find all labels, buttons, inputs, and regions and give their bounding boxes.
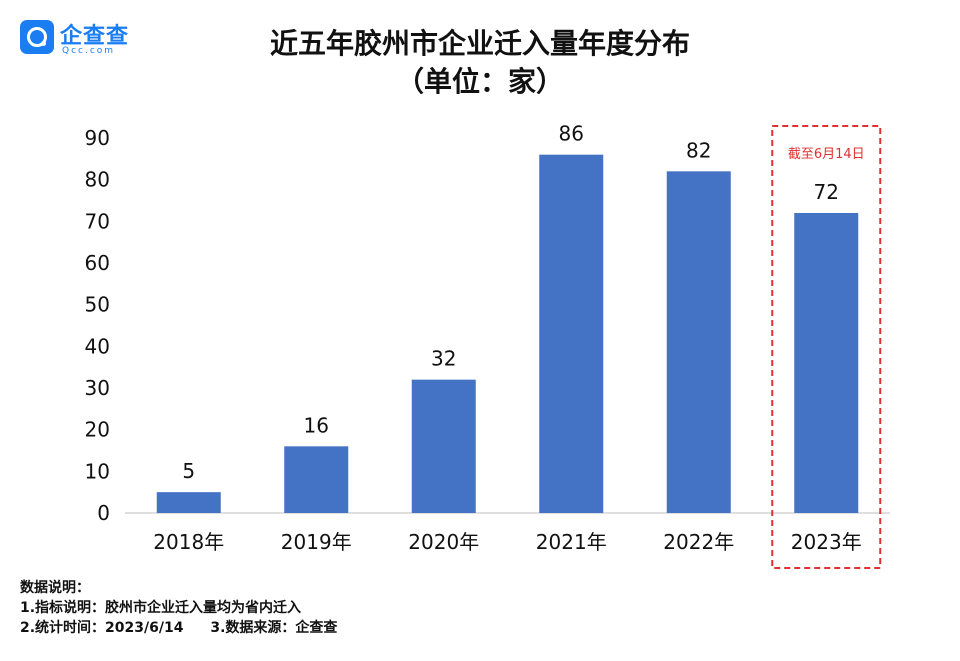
x-tick-label: 2018年	[153, 530, 224, 554]
bar	[539, 154, 604, 513]
data-label: 16	[304, 413, 329, 437]
y-tick-label: 20	[85, 418, 110, 442]
bar	[156, 492, 221, 513]
x-tick-label: 2021年	[536, 530, 607, 554]
annotation-label: 截至6月14日	[788, 147, 865, 162]
y-tick-label: 70	[85, 209, 110, 233]
logo-name: 企查查	[60, 24, 130, 49]
y-tick-label: 50	[85, 293, 110, 317]
y-tick-label: 60	[85, 251, 110, 275]
notes-heading: 数据说明：	[20, 580, 90, 596]
data-label: 5	[182, 459, 195, 483]
notes-stat-time: 2.统计时间：2023/6/14	[20, 620, 184, 636]
chart-title: 近五年胶州市企业迁入量年度分布	[269, 27, 690, 60]
chart-subtitle-unit: （单位：家）	[395, 65, 564, 98]
highlight-box	[771, 125, 882, 569]
y-tick-label: 90	[85, 126, 110, 150]
qcc-logo: 企查查 Qcc.com	[20, 20, 140, 60]
notes-line1: 1.指标说明：胶州市企业迁入量均为省内迁入	[20, 600, 302, 616]
notes-line2: 2.统计时间：2023/6/14 3.数据来源：企查查	[20, 618, 359, 638]
data-label: 82	[686, 138, 711, 162]
data-label: 32	[431, 347, 456, 371]
x-tick-label: 2020年	[408, 530, 479, 554]
data-label: 86	[559, 122, 584, 146]
y-tick-label: 80	[85, 168, 110, 192]
y-tick-label: 40	[85, 334, 110, 358]
y-tick-label: 30	[85, 376, 110, 400]
data-notes: 数据说明： 1.指标说明：胶州市企业迁入量均为省内迁入 2.统计时间：2023/…	[20, 578, 359, 638]
x-tick-label: 2019年	[281, 530, 352, 554]
x-tick-label: 2022年	[663, 530, 734, 554]
y-tick-label: 10	[85, 459, 110, 483]
logo-sub: Qcc.com	[62, 46, 116, 56]
data-label: 72	[814, 180, 839, 204]
bar	[794, 213, 859, 513]
bar	[411, 379, 476, 513]
notes-source: 3.数据来源：企查查	[210, 620, 338, 636]
x-tick-label: 2023年	[791, 530, 862, 554]
qcc-logo-icon	[20, 20, 54, 54]
y-tick-label: 0	[97, 501, 110, 525]
bar	[284, 446, 349, 513]
bar	[666, 171, 731, 514]
